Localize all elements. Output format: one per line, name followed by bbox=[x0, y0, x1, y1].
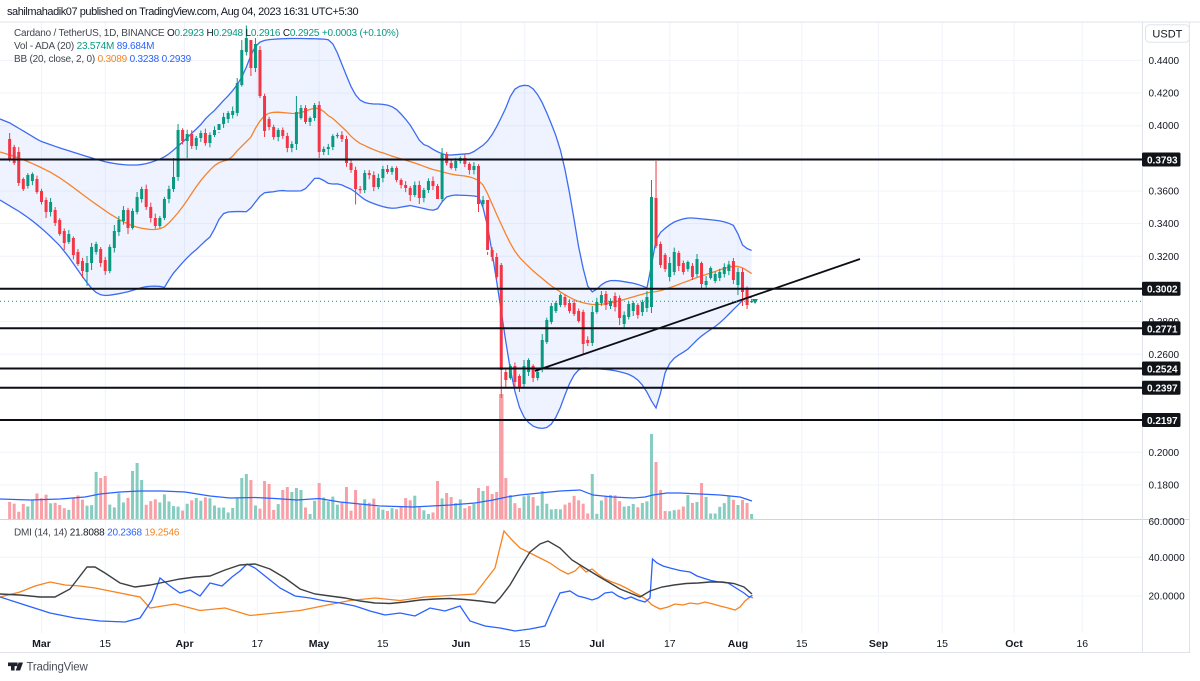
svg-text:sahilmahadik07 published on Tr: sahilmahadik07 published on TradingView.… bbox=[7, 6, 358, 18]
svg-text:0.4200: 0.4200 bbox=[1149, 89, 1180, 100]
svg-text:17: 17 bbox=[664, 638, 676, 650]
svg-text:15: 15 bbox=[796, 638, 808, 650]
svg-text:0.4400: 0.4400 bbox=[1149, 56, 1180, 67]
svg-text:15: 15 bbox=[519, 638, 531, 650]
svg-text:BB (20, close, 2, 0) 0.3089 0.: BB (20, close, 2, 0) 0.3089 0.3238 0.293… bbox=[14, 54, 192, 65]
svg-text:15: 15 bbox=[936, 638, 948, 650]
svg-text:0.3400: 0.3400 bbox=[1149, 219, 1180, 230]
svg-text:15: 15 bbox=[99, 638, 111, 650]
svg-text:May: May bbox=[309, 638, 330, 650]
svg-text:15: 15 bbox=[377, 638, 389, 650]
svg-text:0.4000: 0.4000 bbox=[1149, 121, 1180, 132]
svg-text:0.2397: 0.2397 bbox=[1147, 384, 1178, 395]
svg-text:0.2524: 0.2524 bbox=[1147, 365, 1178, 376]
svg-text:Apr: Apr bbox=[175, 638, 193, 650]
svg-text:20.0000: 20.0000 bbox=[1149, 592, 1186, 603]
svg-text:0.2771: 0.2771 bbox=[1147, 324, 1178, 335]
svg-text:Vol - ADA (20) 23.574M 89.684M: Vol - ADA (20) 23.574M 89.684M bbox=[14, 41, 154, 52]
svg-text:0.3793: 0.3793 bbox=[1147, 156, 1178, 167]
svg-text:40.0000: 40.0000 bbox=[1149, 553, 1186, 564]
svg-text:Aug: Aug bbox=[728, 638, 748, 650]
svg-text:0.3002: 0.3002 bbox=[1147, 285, 1178, 296]
svg-text:USDT: USDT bbox=[1152, 28, 1182, 40]
svg-text:0.2000: 0.2000 bbox=[1149, 448, 1180, 459]
svg-text:Oct: Oct bbox=[1005, 638, 1023, 650]
svg-text:16: 16 bbox=[1076, 638, 1088, 650]
svg-text:Jul: Jul bbox=[589, 638, 604, 650]
svg-text:Cardano / TetherUS, 1D, BINANC: Cardano / TetherUS, 1D, BINANCE O0.2923 … bbox=[14, 28, 399, 39]
svg-text:17: 17 bbox=[251, 638, 263, 650]
svg-text:0.3200: 0.3200 bbox=[1149, 252, 1180, 263]
svg-text:0.3600: 0.3600 bbox=[1149, 187, 1180, 198]
svg-text:0.2197: 0.2197 bbox=[1147, 416, 1178, 427]
svg-text:Mar: Mar bbox=[32, 638, 51, 650]
svg-text:DMI (14, 14) 21.8088 20.2368 1: DMI (14, 14) 21.8088 20.2368 19.2546 bbox=[14, 528, 180, 539]
svg-text:Jun: Jun bbox=[452, 638, 471, 650]
svg-text:60.0000: 60.0000 bbox=[1149, 517, 1186, 528]
svg-text:0.1800: 0.1800 bbox=[1149, 481, 1180, 492]
svg-text:0.2600: 0.2600 bbox=[1149, 350, 1180, 361]
svg-text:Sep: Sep bbox=[869, 638, 888, 650]
svg-text:TradingView: TradingView bbox=[27, 662, 89, 674]
